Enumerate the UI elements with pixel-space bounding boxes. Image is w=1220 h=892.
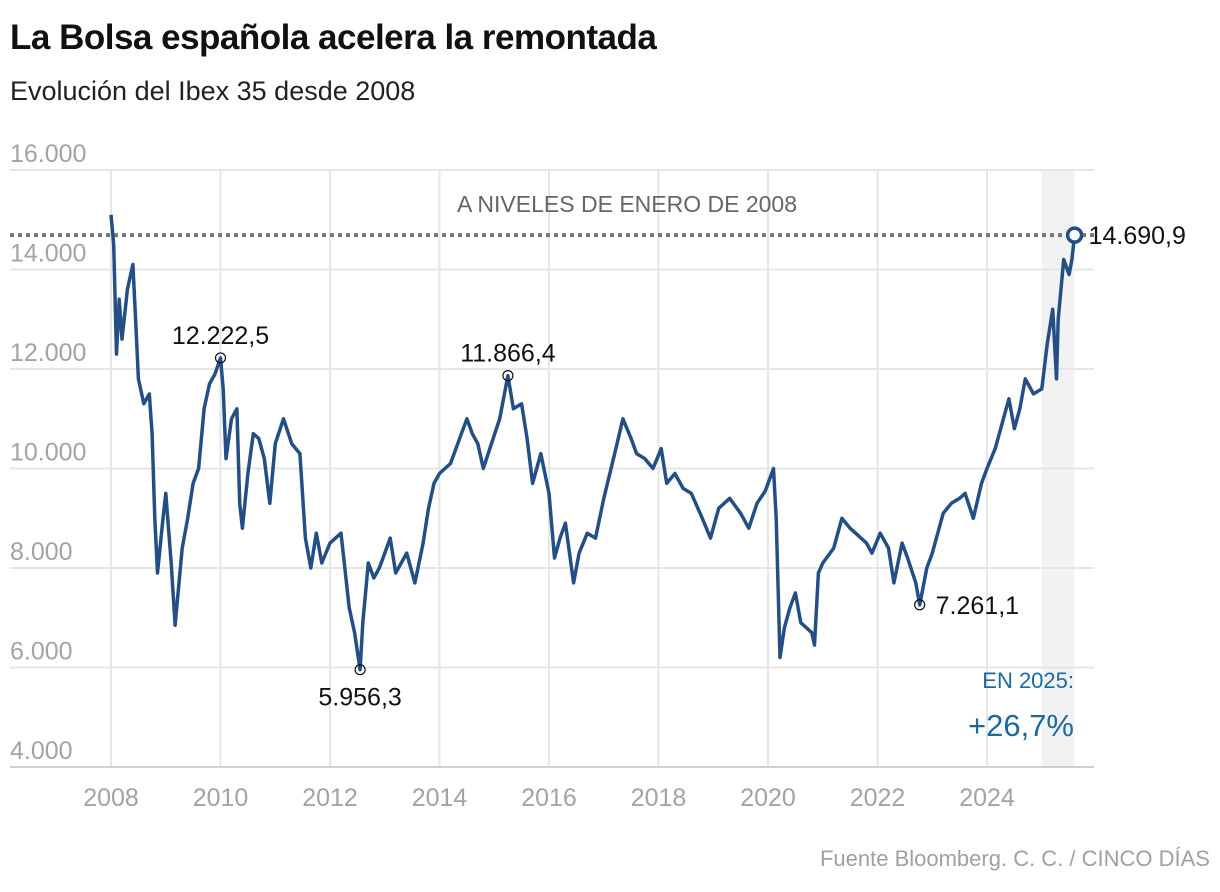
- y-tick-label: 10.000: [10, 439, 86, 467]
- ibex-series-line: [109, 214, 1077, 672]
- x-tick-label: 2024: [959, 784, 1015, 812]
- ytd-label: EN 2025:: [982, 668, 1074, 693]
- ytd-value: +26,7%: [968, 708, 1074, 743]
- annotation-marker: [354, 664, 366, 676]
- annotation-label: 5.956,3: [318, 684, 401, 712]
- x-tick-label: 2010: [193, 784, 249, 812]
- y-tick-label: 4.000: [10, 737, 73, 765]
- chart-subtitle: Evolución del Ibex 35 desde 2008: [10, 76, 416, 106]
- x-tick-label: 2020: [740, 784, 796, 812]
- x-tick-label: 2008: [83, 784, 139, 812]
- annotation-label: 7.261,1: [936, 592, 1019, 620]
- chart-title: La Bolsa española acelera la remontada: [10, 18, 657, 57]
- annotation-marker: [214, 352, 227, 364]
- x-tick-label: 2012: [302, 784, 358, 812]
- chart-source: Fuente Bloomberg. C. C. / CINCO DÍAS: [819, 846, 1210, 871]
- annotation-label: 11.866,4: [460, 340, 556, 368]
- annotation-marker: [502, 370, 514, 382]
- annotation-label: 14.690,9: [1089, 222, 1186, 250]
- x-tick-label: 2018: [631, 784, 687, 812]
- reference-line-label: A NIVELES DE ENERO DE 2008: [457, 191, 797, 217]
- y-tick-label: 6.000: [10, 638, 73, 666]
- x-tick-label: 2022: [850, 784, 906, 812]
- x-tick-label: 2014: [412, 784, 468, 812]
- x-tick-label: 2016: [521, 784, 577, 812]
- y-tick-label: 14.000: [10, 240, 86, 268]
- y-tick-label: 12.000: [10, 339, 86, 367]
- last-value-marker: [1065, 226, 1084, 244]
- y-tick-label: 8.000: [10, 538, 73, 566]
- annotation-label: 12.222,5: [172, 322, 269, 350]
- annotation-marker: [914, 599, 926, 611]
- y-tick-label: 16.000: [10, 140, 86, 168]
